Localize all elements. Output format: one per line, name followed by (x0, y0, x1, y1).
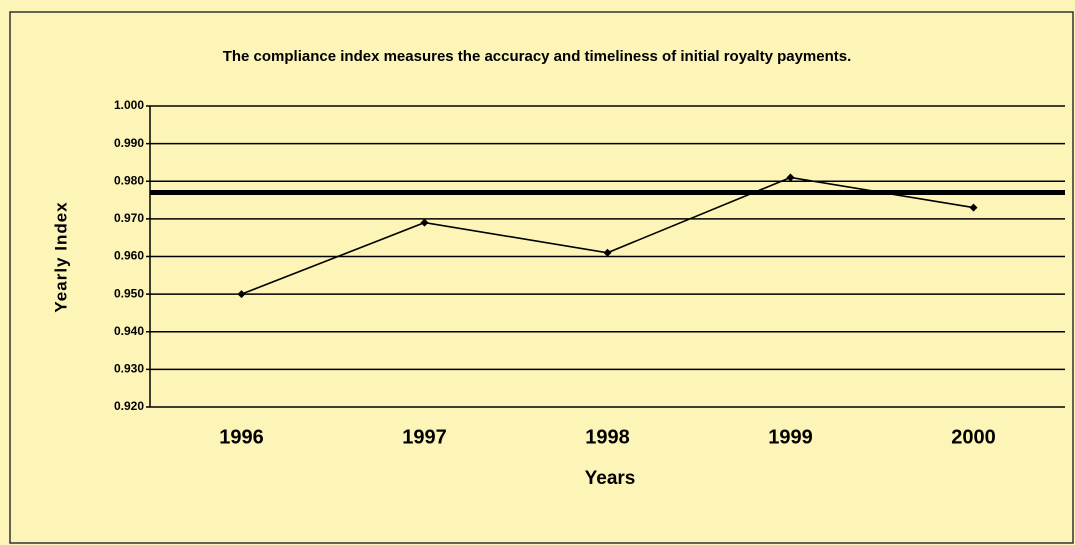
y-tick-label: 0.970 (114, 211, 144, 225)
chart-title: The compliance index measures the accura… (223, 48, 852, 65)
y-tick-label: 0.990 (114, 136, 144, 150)
x-tick-label: 2000 (951, 426, 996, 448)
x-tick-label: 1999 (768, 426, 813, 448)
data-point (420, 218, 429, 227)
y-tick-label: 0.980 (114, 173, 144, 187)
y-tick-label: 1.000 (114, 98, 144, 112)
y-tick-label: 0.920 (114, 399, 144, 413)
x-axis-label: Years (585, 468, 636, 489)
x-tick-label: 1997 (402, 426, 447, 448)
y-axis-label: Yearly Index (51, 201, 70, 312)
data-point (603, 248, 612, 257)
data-point (237, 290, 246, 299)
y-tick-label: 0.940 (114, 324, 144, 338)
x-tick-label: 1996 (219, 426, 264, 448)
y-tick-label: 0.950 (114, 286, 144, 300)
y-tick-label: 0.960 (114, 249, 144, 263)
x-tick-label: 1998 (585, 426, 630, 448)
data-point (786, 173, 795, 182)
data-point (969, 203, 978, 212)
y-tick-label: 0.930 (114, 362, 144, 376)
chart-border (9, 11, 1074, 544)
